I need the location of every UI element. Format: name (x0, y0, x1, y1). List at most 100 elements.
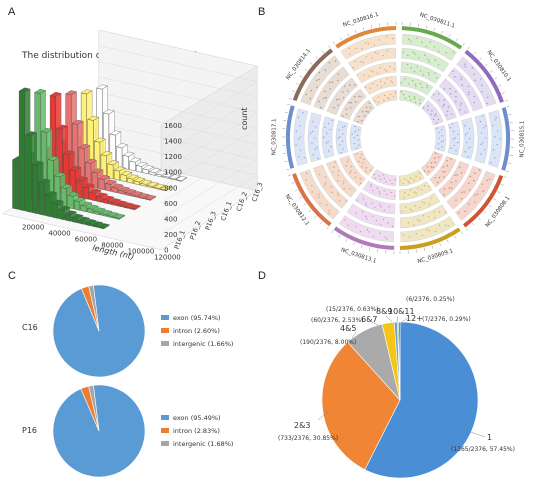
circos-point (416, 37, 418, 39)
circos-point (410, 99, 412, 101)
circos-point (494, 136, 496, 138)
panel-a-x-tick: 120000 (154, 254, 181, 262)
circos-point (388, 206, 390, 208)
circos-point (429, 41, 431, 43)
panel-a-z-tick: 400 (164, 216, 177, 224)
circos-point (324, 90, 326, 93)
circos-tick (309, 62, 313, 65)
circos-point (358, 144, 360, 147)
circos-track (299, 169, 340, 220)
circos-point (389, 93, 392, 96)
circos-track (456, 56, 497, 107)
circos-point (353, 136, 356, 139)
d-leader-line (464, 429, 486, 438)
circos-tick (483, 211, 487, 214)
circos-point (415, 233, 418, 235)
circos-tick (326, 226, 329, 230)
circos-point (433, 211, 435, 213)
circos-point (408, 83, 410, 85)
circos-point (347, 159, 350, 161)
circos-tick (284, 161, 288, 163)
circos-point (417, 187, 419, 190)
circos-point (383, 190, 385, 192)
circos-sector-NC_030808.1 (420, 151, 508, 231)
circos-point (446, 110, 449, 112)
circos-point (444, 211, 446, 213)
circos-point (328, 150, 330, 152)
circos-tick (441, 30, 443, 34)
circos-tick (508, 113, 512, 115)
circos-track (400, 204, 448, 229)
circos-point (428, 203, 430, 205)
circos-point (383, 94, 386, 97)
c16-pie (52, 284, 146, 378)
circos-point (305, 93, 308, 96)
circos-point (365, 167, 367, 169)
circos-point (452, 130, 455, 133)
circos-ideogram (501, 107, 511, 171)
circos-point (450, 181, 452, 184)
circos-point (430, 113, 432, 116)
circos-point (446, 159, 448, 162)
circos-point (330, 186, 332, 188)
circos-point (418, 99, 421, 101)
circos-point (438, 132, 440, 134)
circos-point (427, 170, 430, 173)
circos-point (434, 157, 436, 159)
circos-point (315, 126, 317, 128)
circos-point (473, 96, 476, 98)
circos-ideogram (399, 227, 461, 250)
circos-point (358, 115, 360, 118)
circos-point (354, 95, 356, 98)
circos-tick (439, 242, 441, 246)
circos-point (459, 166, 461, 169)
circos-point (377, 101, 380, 103)
circos-point (376, 187, 379, 189)
circos-ideogram (286, 105, 295, 169)
circos-point (370, 169, 372, 172)
circos-point (437, 118, 440, 121)
d-label-2-name: 2&3 (294, 421, 310, 430)
circos-point (329, 128, 331, 131)
panel-a-gridline (98, 45, 258, 141)
circos-point (449, 88, 451, 90)
panel-a-bar (113, 217, 120, 220)
circos-point (421, 189, 423, 191)
circos-point (495, 116, 497, 119)
circos-point (455, 100, 457, 103)
circos-point (454, 137, 456, 139)
circos-point (409, 208, 411, 210)
panel-a-bar (105, 183, 112, 192)
circos-point (480, 84, 483, 87)
circos-point (423, 202, 426, 204)
circos-point (329, 81, 331, 84)
circos-point (456, 174, 458, 176)
circos-point (383, 177, 386, 180)
circos-point (411, 209, 413, 212)
panel-a-bar (18, 90, 25, 212)
circos-point (480, 153, 482, 155)
circos-point (355, 226, 358, 228)
circos-point (353, 142, 356, 145)
circos-point (481, 115, 483, 117)
circos-point (365, 110, 368, 113)
panel-a-bar (89, 191, 96, 202)
circos-point (360, 182, 362, 184)
panel-a-z-axis-label: count (240, 107, 249, 130)
circos-point (298, 155, 300, 158)
circos-track (348, 47, 396, 72)
circos-track (399, 181, 433, 201)
circos-point (347, 224, 350, 226)
circos-sector-NC_030815.1 (434, 105, 514, 173)
panel-a-z-tick: 600 (164, 200, 177, 208)
circos-point (438, 99, 440, 102)
panel-a-bar (93, 210, 100, 216)
panel-b-circos-plot: NC_030811.1NC_030810.1NC_030815.1NC_0308… (271, 12, 525, 265)
circos-point (451, 123, 454, 125)
circos-point (473, 101, 475, 104)
circos-point (366, 106, 368, 109)
d-pie (321, 321, 479, 479)
circos-point (369, 87, 371, 89)
circos-point (435, 152, 437, 155)
circos-point (443, 176, 445, 178)
